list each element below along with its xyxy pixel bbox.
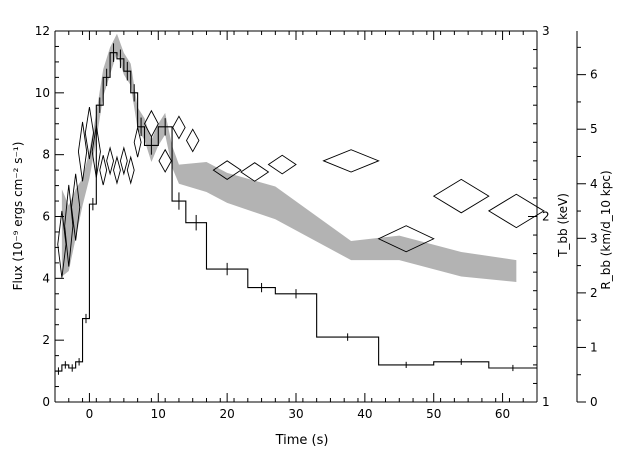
right-R-tick-label: 1	[590, 340, 598, 354]
temperature-diamond-21	[432, 178, 490, 214]
right-R-tick-label: 0	[590, 395, 598, 409]
temperature-diamond-6	[99, 155, 108, 186]
temperature-diamonds-layer	[57, 106, 545, 278]
right-T-tick-label: 2	[542, 210, 550, 224]
left-axis-title: Flux (10⁻⁹ ergs cm⁻² s⁻¹)	[11, 142, 25, 291]
temperature-diamond-8	[113, 155, 121, 185]
temperature-diamond-0	[57, 210, 67, 278]
temperature-diamond-14	[172, 115, 186, 140]
left-tick-label: 0	[42, 395, 50, 409]
temperature-diamond-10	[126, 155, 135, 185]
temperature-diamond-20	[377, 225, 435, 253]
flux-histogram-layer	[55, 43, 537, 375]
temperature-diamond-11	[133, 127, 142, 158]
left-tick-label: 2	[42, 333, 50, 347]
temperature-diamond-17	[240, 162, 270, 182]
temperature-diamond-18	[267, 154, 297, 175]
radius-band	[61, 33, 517, 282]
temperature-diamond-3	[77, 121, 88, 182]
x-tick-label: 10	[151, 407, 166, 421]
temperature-diamond-13	[158, 148, 172, 173]
right-axis-R-title: R_bb (km/d_10 kpc)	[599, 170, 613, 289]
temperature-diamond-22	[487, 193, 545, 229]
right-R-tick-label: 6	[590, 68, 598, 82]
temperature-diamond-19	[322, 149, 380, 173]
radius-band-layer	[61, 33, 517, 282]
left-tick-label: 4	[42, 271, 50, 285]
right-T-tick-label: 1	[542, 395, 550, 409]
temperature-diamond-1	[64, 184, 74, 267]
x-tick-label: 50	[426, 407, 441, 421]
x-tick-label: 0	[86, 407, 94, 421]
temperature-diamond-4	[84, 106, 95, 160]
right-R-tick-label: 5	[590, 122, 598, 136]
right-T-tick-label: 3	[542, 24, 550, 38]
x-tick-label: 20	[220, 407, 235, 421]
left-tick-label: 6	[42, 210, 50, 224]
left-tick-label: 8	[42, 148, 50, 162]
temperature-diamond-7	[106, 146, 114, 176]
x-tick-label: 30	[288, 407, 303, 421]
left-tick-label: 10	[35, 86, 50, 100]
right-R-tick-label: 2	[590, 286, 598, 300]
x-tick-label: 40	[357, 407, 372, 421]
x-axis-title: Time (s)	[275, 433, 329, 448]
temperature-diamond-5	[91, 125, 101, 178]
labels-layer: Time (s) Flux (10⁻⁹ ergs cm⁻² s⁻¹) T_bb …	[11, 142, 613, 448]
left-tick-label: 12	[35, 24, 50, 38]
right-R-tick-label: 3	[590, 231, 598, 245]
right-axis-T-title: T_bb (keV)	[556, 193, 570, 258]
temperature-diamond-15	[186, 128, 200, 153]
temperature-diamond-2	[71, 173, 81, 241]
right-R-tick-label: 4	[590, 177, 598, 191]
flux-histogram	[55, 52, 537, 372]
temperature-diamond-12	[144, 109, 159, 138]
x-tick-label: 60	[495, 407, 510, 421]
temperature-diamond-9	[119, 146, 128, 176]
temperature-diamond-16	[212, 160, 242, 180]
